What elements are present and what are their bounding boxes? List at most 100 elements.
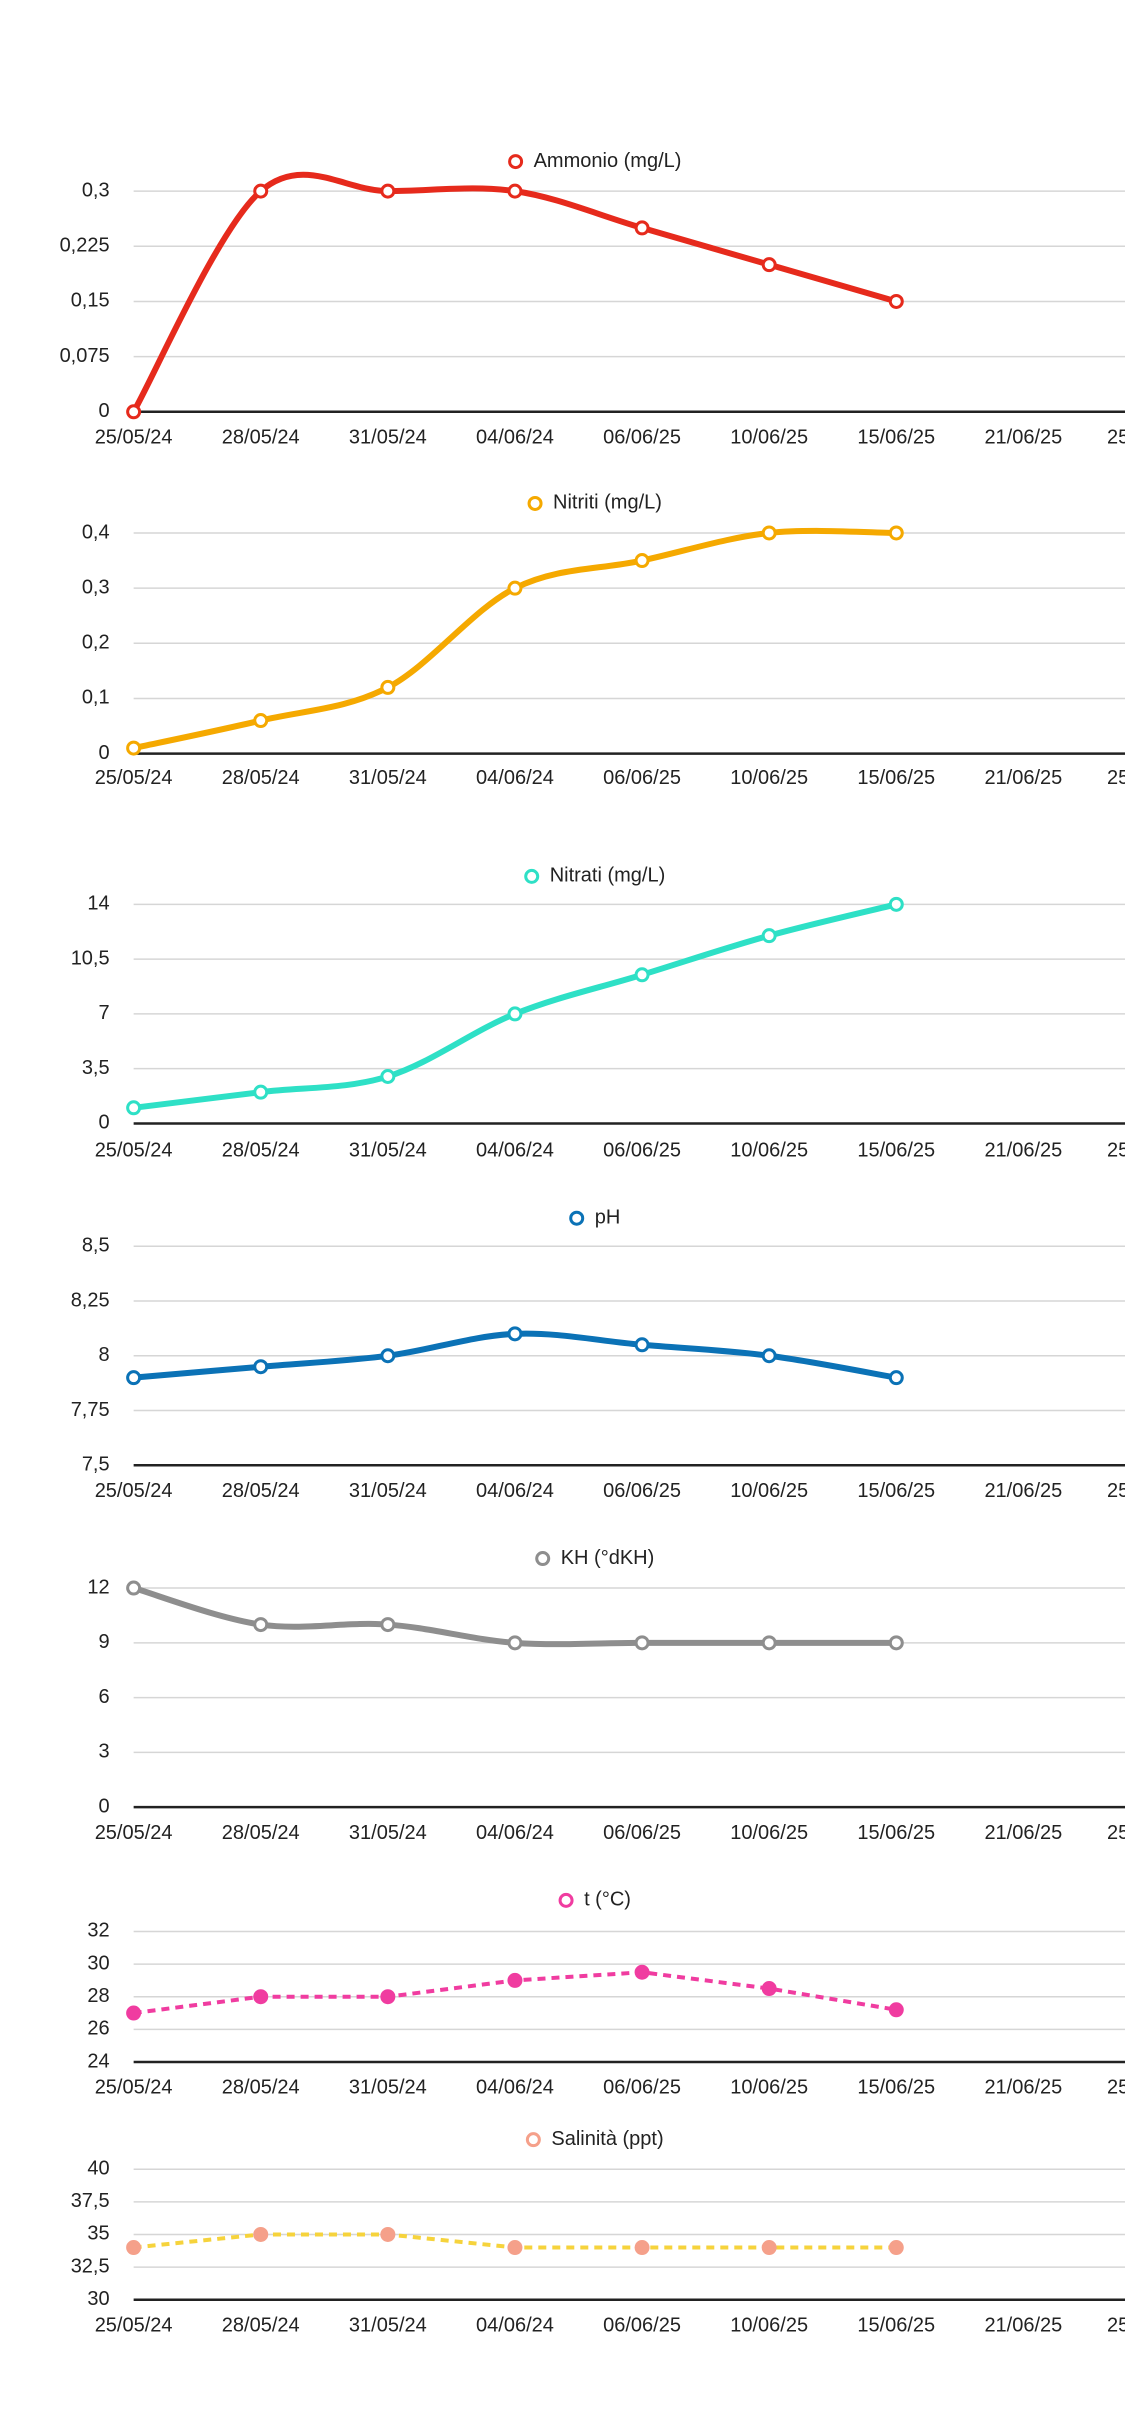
x-tick-label: 28/05/24: [222, 2077, 300, 2099]
x-tick-label: 21/06/25: [984, 1822, 1062, 1844]
x-tick-label: 15/06/25: [857, 1140, 935, 1162]
data-point: [253, 713, 269, 729]
x-tick-label: 25/05/24: [95, 426, 173, 448]
legend-label: Ammonio (mg/L): [534, 150, 682, 172]
x-tick-label: 10/06/25: [730, 426, 808, 448]
x-tick-label: 25/05/24: [95, 1140, 173, 1162]
data-point: [126, 1370, 142, 1386]
legend-marker: [508, 154, 524, 170]
data-point: [380, 2226, 396, 2242]
x-tick-label: 21/06/25: [984, 2077, 1062, 2099]
data-point: [888, 1370, 904, 1386]
x-tick-label: 25/05/24: [95, 1822, 173, 1844]
y-tick-label: 3: [99, 1741, 110, 1763]
data-point: [380, 679, 396, 695]
legend-label: Nitrati (mg/L): [550, 865, 666, 887]
y-tick-label: 9: [99, 1631, 110, 1653]
data-point: [253, 2226, 269, 2242]
x-tick-label: 25: [1107, 1140, 1125, 1162]
x-tick-label: 10/06/25: [730, 1822, 808, 1844]
data-point: [634, 2240, 650, 2256]
data-point: [507, 580, 523, 596]
data-point: [761, 1981, 777, 1997]
y-tick-label: 0,2: [82, 632, 110, 654]
data-point: [380, 1348, 396, 1364]
y-tick-label: 32: [87, 1920, 109, 1942]
data-point: [253, 1989, 269, 2005]
y-tick-label: 0: [99, 1112, 110, 1134]
y-tick-label: 32,5: [71, 2255, 110, 2277]
legend-label: t (°C): [584, 1889, 631, 1911]
x-tick-label: 31/05/24: [349, 767, 427, 789]
x-tick-label: 10/06/25: [730, 1480, 808, 1502]
x-tick-label: 21/06/25: [984, 1480, 1062, 1502]
data-point: [380, 1989, 396, 2005]
data-point: [126, 1100, 142, 1116]
y-tick-label: 7: [99, 1002, 110, 1024]
x-tick-label: 04/06/24: [476, 2077, 554, 2099]
x-tick-label: 31/05/24: [349, 2077, 427, 2099]
y-tick-label: 0,075: [60, 345, 110, 367]
x-tick-label: 21/06/25: [984, 767, 1062, 789]
data-point: [888, 2002, 904, 2018]
x-tick-label: 04/06/24: [476, 1140, 554, 1162]
data-point: [634, 220, 650, 236]
x-tick-label: 25: [1107, 426, 1125, 448]
x-tick-label: 21/06/25: [984, 1140, 1062, 1162]
x-tick-label: 25/05/24: [95, 2314, 173, 2336]
x-tick-label: 15/06/25: [857, 2314, 935, 2336]
data-point: [380, 183, 396, 199]
x-tick-label: 21/06/25: [984, 426, 1062, 448]
y-tick-label: 3,5: [82, 1057, 110, 1079]
x-tick-label: 15/06/25: [857, 1480, 935, 1502]
data-line: [132, 527, 897, 752]
x-tick-label: 31/05/24: [349, 2314, 427, 2336]
data-point: [126, 2240, 142, 2256]
data-point: [507, 1006, 523, 1022]
x-tick-label: 28/05/24: [222, 2314, 300, 2336]
y-tick-label: 0,4: [82, 521, 110, 543]
legend-marker: [527, 495, 543, 511]
data-point: [253, 1617, 269, 1633]
data-point: [380, 1617, 396, 1633]
legend-marker: [535, 1551, 551, 1567]
legend-label: Nitriti (mg/L): [553, 492, 662, 514]
x-tick-label: 25: [1107, 2077, 1125, 2099]
legend-marker: [558, 1892, 574, 1908]
x-tick-label: 25/05/24: [95, 2077, 173, 2099]
data-point: [888, 1635, 904, 1651]
data-point: [507, 1972, 523, 1988]
x-tick-label: 31/05/24: [349, 1480, 427, 1502]
y-tick-label: 12: [87, 1576, 109, 1598]
data-point: [634, 1964, 650, 1980]
x-tick-label: 10/06/25: [730, 2314, 808, 2336]
y-tick-label: 8,5: [82, 1234, 110, 1256]
y-tick-label: 7,75: [71, 1399, 110, 1421]
y-tick-label: 28: [87, 1985, 109, 2007]
data-point: [888, 293, 904, 309]
x-tick-label: 10/06/25: [730, 2077, 808, 2099]
x-tick-label: 04/06/24: [476, 2314, 554, 2336]
data-line: [131, 171, 898, 414]
y-tick-label: 10,5: [71, 947, 110, 969]
y-tick-label: 7,5: [82, 1454, 110, 1476]
data-point: [507, 183, 523, 199]
y-tick-label: 14: [87, 893, 109, 915]
x-tick-label: 28/05/24: [222, 426, 300, 448]
legend-label: pH: [595, 1207, 621, 1229]
y-tick-label: 30: [87, 1952, 109, 1974]
y-tick-label: 0: [99, 400, 110, 422]
y-tick-label: 0: [99, 742, 110, 764]
data-point: [126, 1580, 142, 1596]
y-tick-label: 0,15: [71, 290, 110, 312]
data-point: [634, 1337, 650, 1353]
data-point: [507, 2240, 523, 2256]
data-point: [253, 1359, 269, 1375]
x-tick-label: 31/05/24: [349, 1822, 427, 1844]
x-tick-label: 06/06/25: [603, 767, 681, 789]
x-tick-label: 31/05/24: [349, 426, 427, 448]
x-tick-label: 04/06/24: [476, 1480, 554, 1502]
data-point: [888, 2240, 904, 2256]
y-tick-label: 6: [99, 1686, 110, 1708]
y-tick-label: 0,1: [82, 687, 110, 709]
